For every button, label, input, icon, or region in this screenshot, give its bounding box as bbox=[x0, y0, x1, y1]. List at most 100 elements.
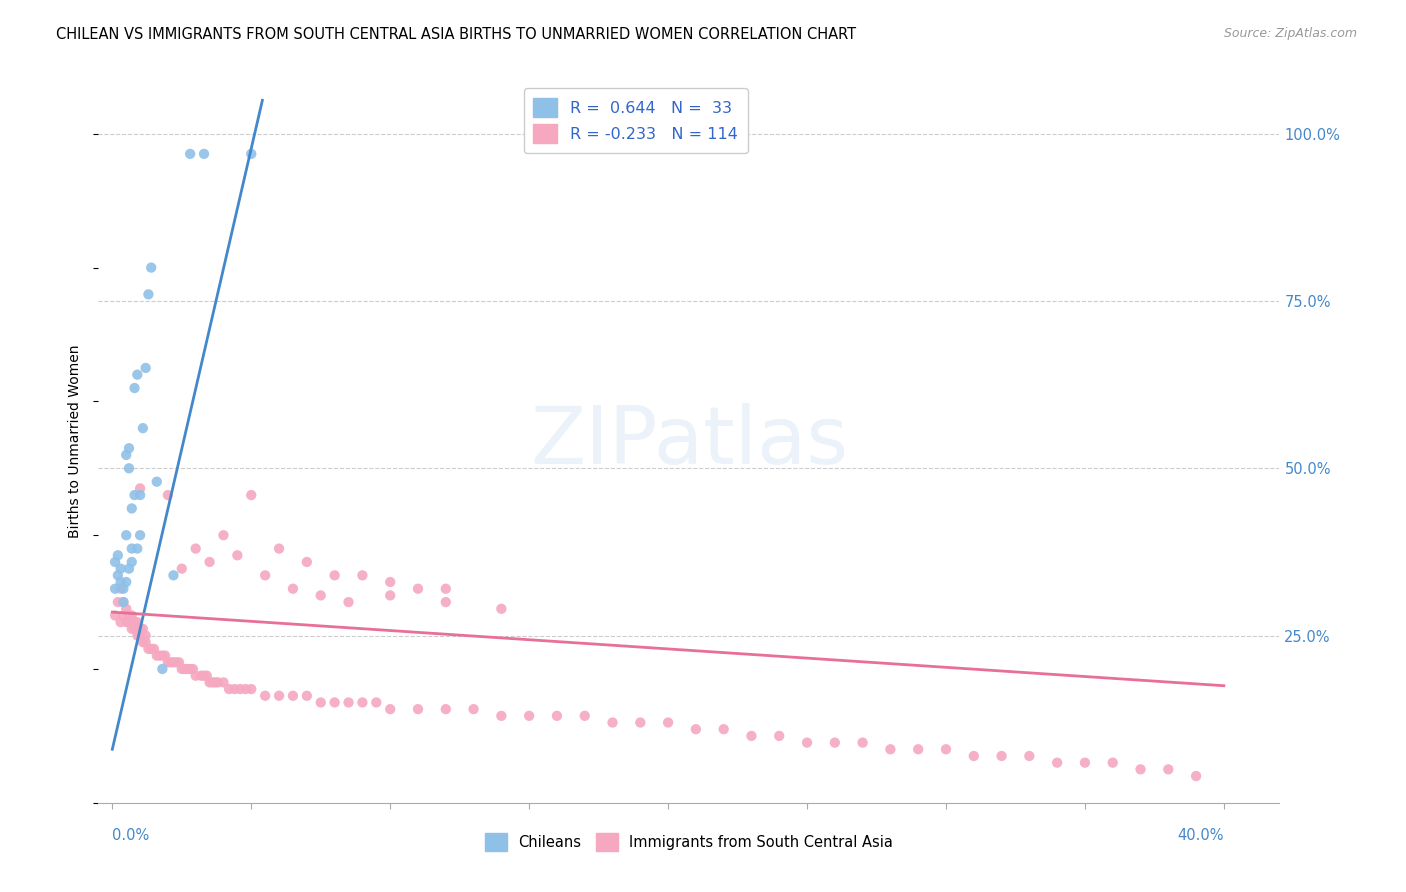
Point bbox=[124, 488, 146, 502]
Point bbox=[267, 689, 290, 703]
Point bbox=[121, 555, 143, 569]
Point bbox=[337, 696, 360, 710]
Text: 0.0%: 0.0% bbox=[112, 828, 149, 843]
Point bbox=[337, 595, 360, 609]
Point bbox=[153, 648, 176, 663]
Point bbox=[207, 675, 229, 690]
Point bbox=[129, 528, 152, 542]
Point bbox=[127, 541, 149, 556]
Point bbox=[352, 568, 374, 582]
Point bbox=[121, 501, 143, 516]
Point bbox=[1185, 769, 1208, 783]
Point bbox=[879, 742, 901, 756]
Point bbox=[110, 562, 132, 576]
Point bbox=[1101, 756, 1123, 770]
Point bbox=[434, 595, 457, 609]
Point bbox=[240, 488, 263, 502]
Point bbox=[1129, 762, 1152, 776]
Point bbox=[1074, 756, 1097, 770]
Point bbox=[112, 608, 135, 623]
Point bbox=[406, 582, 429, 596]
Point bbox=[173, 662, 195, 676]
Point bbox=[295, 689, 318, 703]
Legend: Chileans, Immigrants from South Central Asia: Chileans, Immigrants from South Central … bbox=[479, 828, 898, 857]
Point bbox=[195, 669, 218, 683]
Point bbox=[201, 675, 224, 690]
Point bbox=[224, 681, 246, 696]
Point bbox=[112, 582, 135, 596]
Point bbox=[212, 675, 235, 690]
Point bbox=[281, 689, 304, 703]
Text: Source: ZipAtlas.com: Source: ZipAtlas.com bbox=[1223, 27, 1357, 40]
Point bbox=[193, 669, 215, 683]
Point bbox=[657, 715, 679, 730]
Point bbox=[323, 696, 346, 710]
Point bbox=[434, 582, 457, 596]
Point bbox=[124, 615, 146, 630]
Point bbox=[546, 708, 568, 723]
Y-axis label: Births to Unmarried Women: Births to Unmarried Women bbox=[69, 345, 83, 538]
Point bbox=[628, 715, 651, 730]
Point bbox=[380, 702, 402, 716]
Point bbox=[115, 615, 138, 630]
Point bbox=[170, 562, 193, 576]
Point bbox=[112, 595, 135, 609]
Point bbox=[204, 675, 226, 690]
Point bbox=[740, 729, 762, 743]
Point bbox=[907, 742, 929, 756]
Point bbox=[156, 655, 179, 669]
Point bbox=[124, 622, 146, 636]
Point bbox=[380, 575, 402, 590]
Point bbox=[141, 260, 163, 275]
Point bbox=[112, 595, 135, 609]
Point bbox=[176, 662, 198, 676]
Point bbox=[132, 622, 155, 636]
Point bbox=[104, 608, 127, 623]
Point bbox=[1157, 762, 1180, 776]
Point bbox=[138, 642, 160, 657]
Point bbox=[150, 648, 173, 663]
Point bbox=[184, 669, 207, 683]
Point bbox=[406, 702, 429, 716]
Point bbox=[190, 669, 212, 683]
Point bbox=[463, 702, 485, 716]
Point bbox=[193, 147, 215, 161]
Point bbox=[713, 723, 735, 737]
Point bbox=[143, 642, 166, 657]
Point bbox=[226, 548, 249, 563]
Point bbox=[146, 475, 169, 489]
Point bbox=[309, 696, 332, 710]
Point bbox=[118, 442, 141, 455]
Point bbox=[159, 655, 181, 669]
Point bbox=[104, 555, 127, 569]
Point bbox=[132, 635, 155, 649]
Point bbox=[685, 723, 707, 737]
Point bbox=[162, 655, 184, 669]
Point bbox=[323, 568, 346, 582]
Point bbox=[146, 648, 169, 663]
Point bbox=[121, 622, 143, 636]
Point bbox=[240, 147, 263, 161]
Point bbox=[380, 589, 402, 603]
Point bbox=[963, 749, 986, 764]
Point bbox=[254, 568, 277, 582]
Point bbox=[281, 582, 304, 596]
Point bbox=[267, 541, 290, 556]
Point bbox=[824, 735, 846, 749]
Point bbox=[127, 628, 149, 642]
Point bbox=[935, 742, 957, 756]
Point bbox=[132, 421, 155, 435]
Point bbox=[135, 361, 157, 376]
Point bbox=[118, 615, 141, 630]
Point bbox=[107, 568, 129, 582]
Point bbox=[110, 615, 132, 630]
Text: 40.0%: 40.0% bbox=[1177, 828, 1223, 843]
Point bbox=[434, 702, 457, 716]
Point bbox=[167, 655, 190, 669]
Text: ZIPatlas: ZIPatlas bbox=[530, 402, 848, 481]
Point bbox=[181, 662, 204, 676]
Point bbox=[121, 608, 143, 623]
Text: CHILEAN VS IMMIGRANTS FROM SOUTH CENTRAL ASIA BIRTHS TO UNMARRIED WOMEN CORRELAT: CHILEAN VS IMMIGRANTS FROM SOUTH CENTRAL… bbox=[56, 27, 856, 42]
Point bbox=[118, 608, 141, 623]
Point bbox=[295, 555, 318, 569]
